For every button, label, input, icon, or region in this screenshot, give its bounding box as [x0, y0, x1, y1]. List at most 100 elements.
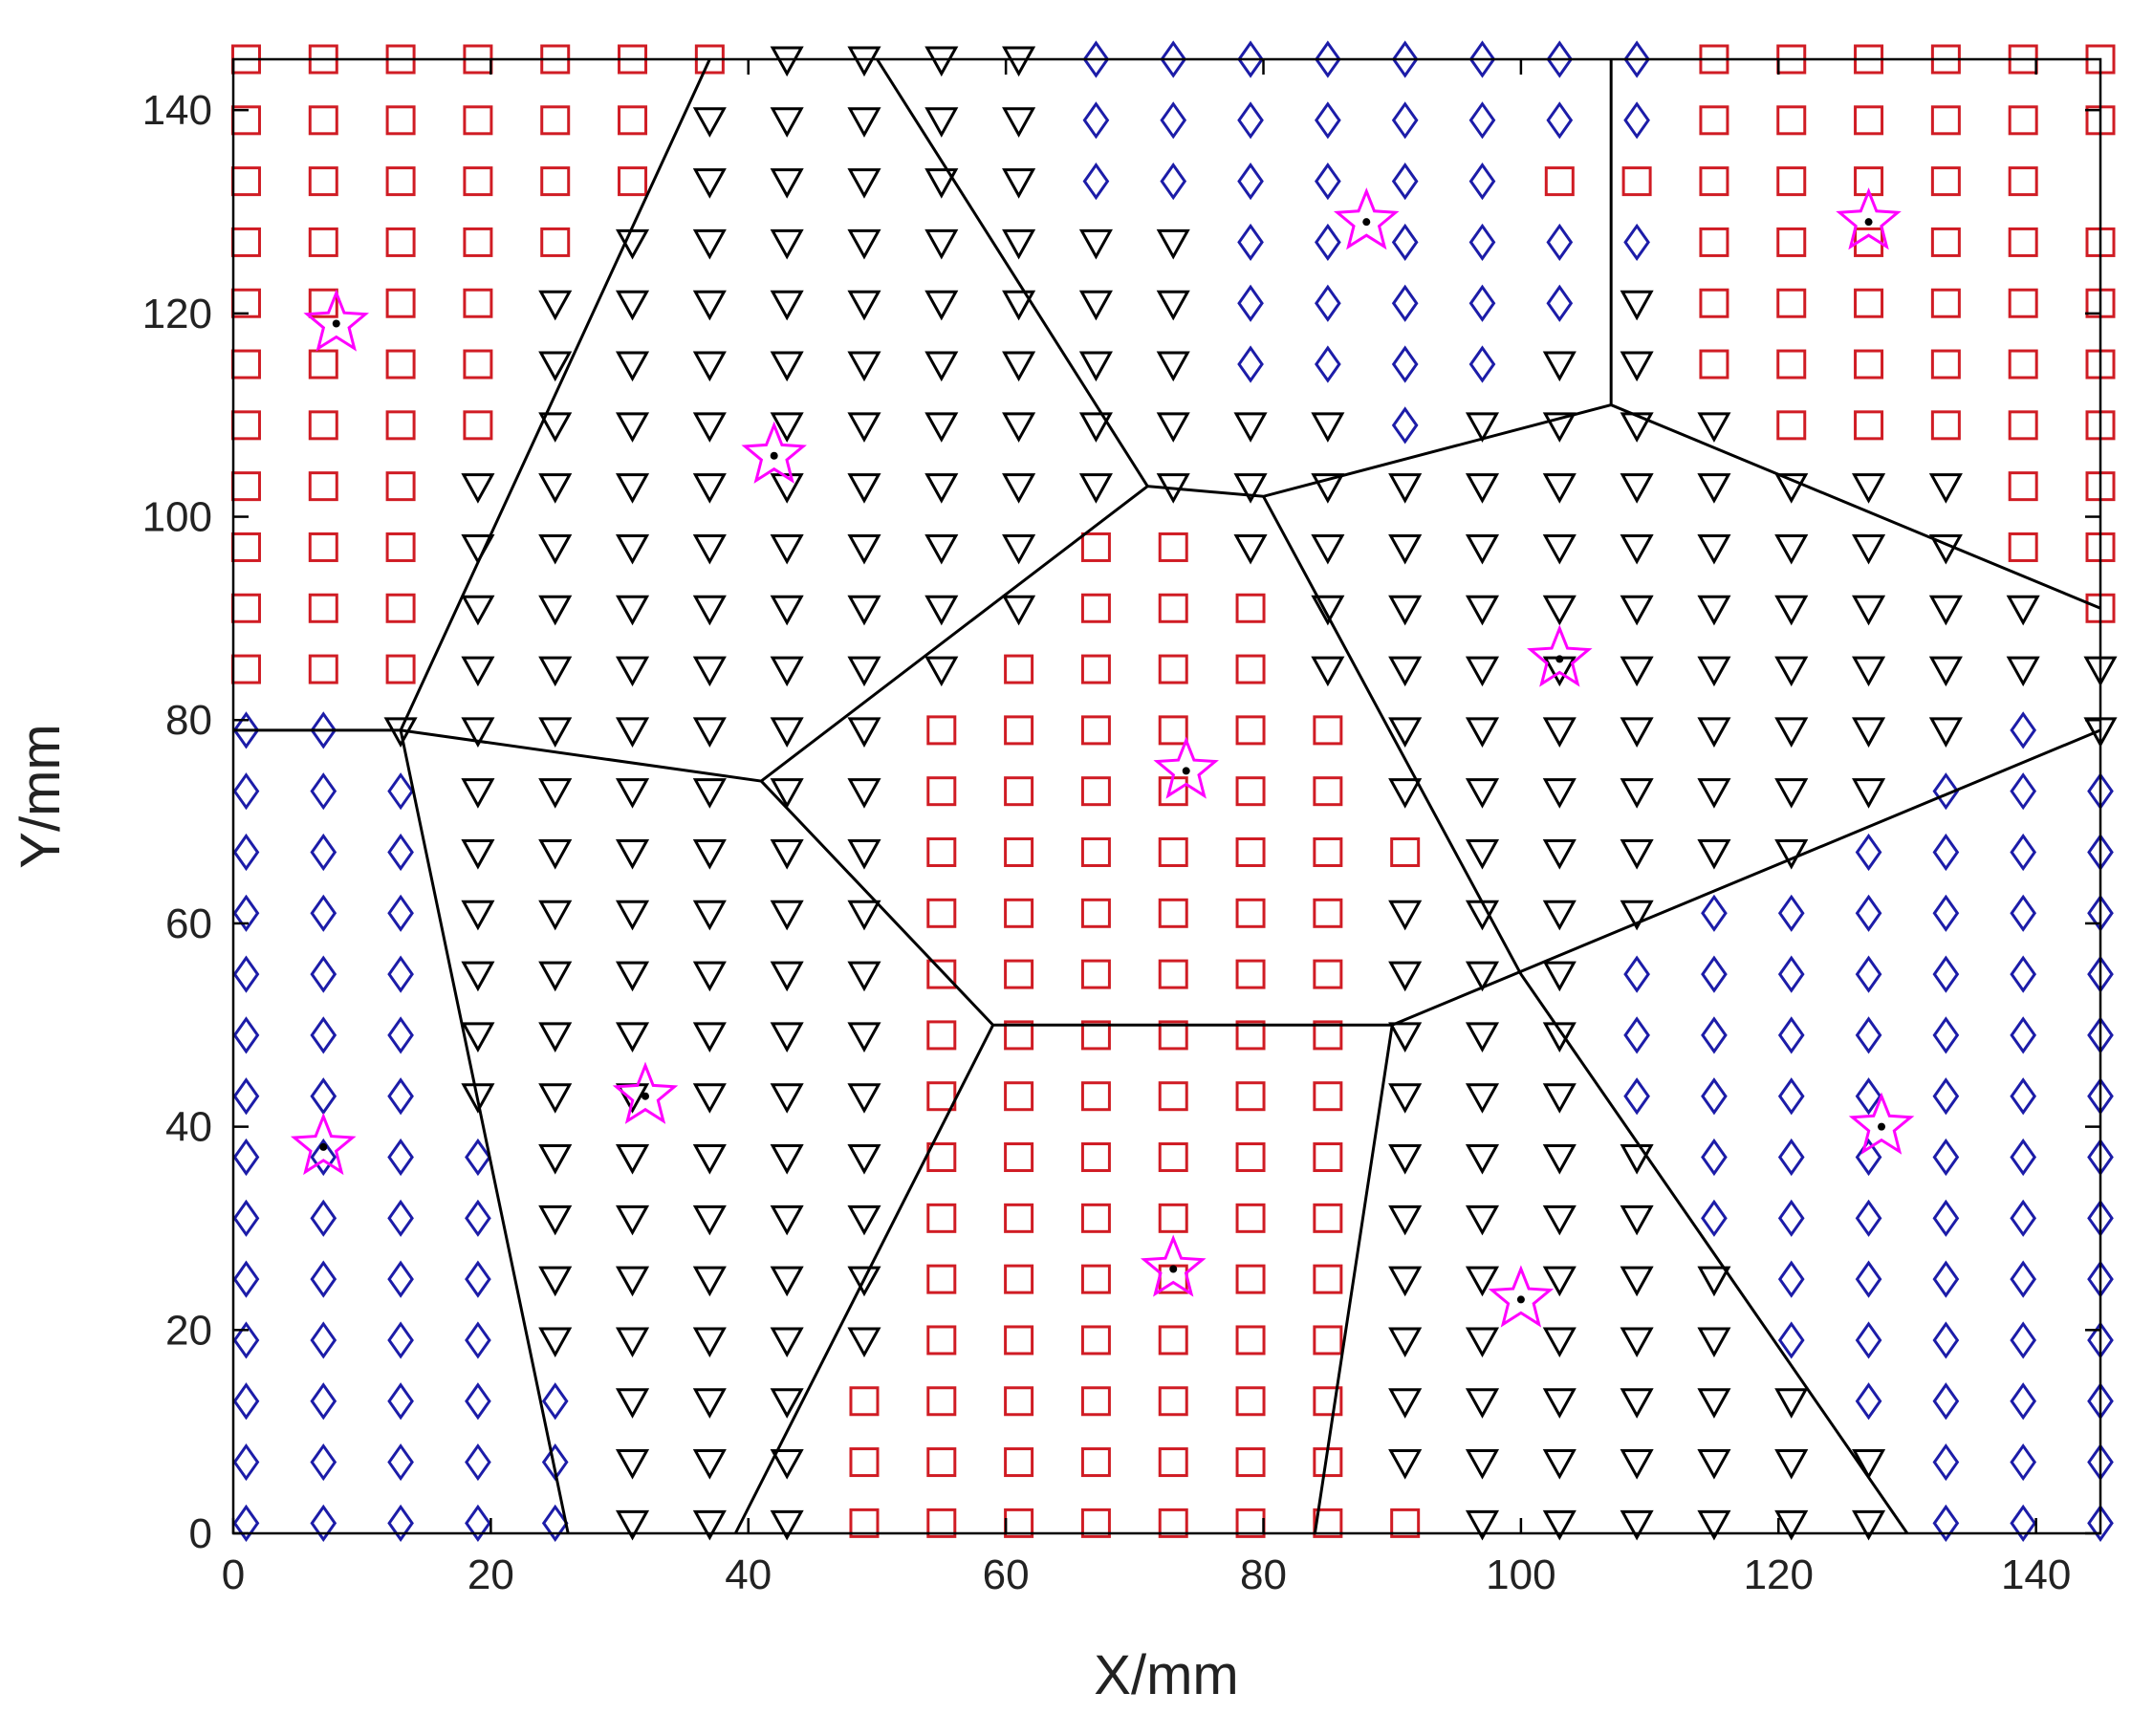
- triangle-marker: [1620, 1388, 1654, 1419]
- triangle-marker: [1542, 1327, 1577, 1358]
- diamond-marker: [1855, 833, 1882, 872]
- square-marker: [1235, 715, 1266, 746]
- triangle-marker: [1697, 1509, 1731, 1541]
- x-tick-label: 140: [2001, 1552, 2071, 1598]
- diamond-marker: [1777, 1199, 1805, 1237]
- triangle-marker: [1156, 412, 1190, 443]
- diamond-marker: [387, 1443, 414, 1482]
- triangle-marker: [1311, 533, 1345, 565]
- triangle-marker: [538, 1144, 573, 1175]
- triangle-marker: [692, 107, 727, 138]
- square-marker: [2008, 105, 2038, 136]
- square-marker: [463, 349, 493, 380]
- triangle-marker: [1774, 717, 1809, 748]
- diamond-marker: [1546, 284, 1574, 322]
- square-marker: [1313, 1264, 1343, 1294]
- square-marker: [230, 410, 261, 441]
- diamond-marker: [1701, 1077, 1728, 1116]
- cell-edge: [876, 58, 1149, 488]
- triangle-marker: [692, 656, 727, 687]
- triangle-marker: [538, 900, 573, 931]
- triangle-marker: [615, 838, 650, 870]
- diamond-marker: [1623, 223, 1650, 262]
- triangle-marker: [1620, 838, 1654, 870]
- triangle-marker: [538, 1327, 573, 1358]
- square-marker: [385, 654, 416, 684]
- triangle-marker: [692, 533, 727, 565]
- square-marker: [618, 166, 648, 197]
- square-marker: [1699, 288, 1729, 318]
- y-tick-label: 140: [142, 87, 212, 134]
- triangle-marker: [461, 900, 495, 931]
- square-marker: [1235, 1447, 1266, 1478]
- triangle-marker: [1233, 533, 1268, 565]
- square-marker: [1313, 836, 1343, 867]
- seed-star: [303, 289, 370, 352]
- square-marker: [1080, 836, 1111, 867]
- triangle-marker: [1774, 656, 1809, 687]
- square-marker: [1544, 166, 1575, 197]
- triangle-marker: [770, 1144, 804, 1175]
- diamond-marker: [310, 1382, 337, 1421]
- triangle-marker: [1078, 228, 1113, 260]
- diamond-marker: [387, 1504, 414, 1542]
- seed-dot: [1864, 218, 1873, 227]
- triangle-marker: [1620, 533, 1654, 565]
- square-marker: [1776, 288, 1807, 318]
- triangle-marker: [847, 1083, 881, 1114]
- triangle-marker: [1542, 838, 1577, 870]
- triangle-marker: [538, 595, 573, 626]
- diamond-marker: [541, 1382, 569, 1421]
- square-marker: [230, 654, 261, 684]
- triangle-marker: [770, 1327, 804, 1358]
- triangle-marker: [692, 1388, 727, 1419]
- triangle-marker: [770, 1083, 804, 1114]
- square-marker: [1930, 227, 1961, 257]
- diamond-marker: [2010, 1199, 2037, 1237]
- diamond-marker: [1623, 1077, 1650, 1116]
- diamond-marker: [1701, 894, 1728, 932]
- square-marker: [2008, 227, 2038, 257]
- x-tick-label: 100: [1486, 1552, 1555, 1598]
- triangle-marker: [692, 1022, 727, 1052]
- diamond-marker: [387, 955, 414, 993]
- square-marker: [1313, 898, 1343, 928]
- diamond-marker: [465, 1199, 491, 1237]
- diamond-marker: [1391, 223, 1419, 262]
- square-marker: [1080, 532, 1111, 562]
- square-marker: [1313, 1508, 1343, 1538]
- triangle-marker: [924, 228, 959, 260]
- diamond-marker: [1701, 1199, 1728, 1237]
- triangle-marker: [538, 838, 573, 870]
- triangle-marker: [847, 412, 881, 443]
- diamond-marker: [1623, 1016, 1650, 1054]
- diamond-marker: [310, 1077, 337, 1116]
- square-marker: [463, 105, 493, 136]
- seed-star: [1140, 1234, 1207, 1297]
- square-marker: [849, 1386, 880, 1417]
- triangle-marker: [770, 412, 804, 443]
- triangle-marker: [1697, 1388, 1731, 1419]
- x-axis-label: X/mm: [1094, 1644, 1238, 1706]
- diamond-marker: [1855, 894, 1882, 932]
- square-marker: [1235, 1081, 1266, 1112]
- triangle-marker: [1002, 107, 1036, 138]
- square-marker: [1235, 1386, 1266, 1417]
- square-marker: [308, 227, 338, 257]
- square-marker: [463, 288, 493, 318]
- triangle-marker: [461, 595, 495, 626]
- triangle-marker: [770, 351, 804, 382]
- seed-dot: [1182, 767, 1190, 775]
- triangle-marker: [692, 1144, 727, 1175]
- square-marker: [926, 776, 957, 807]
- triangle-marker: [692, 900, 727, 931]
- triangle-marker: [770, 595, 804, 626]
- triangle-marker: [1542, 717, 1577, 748]
- triangle-marker: [1542, 1388, 1577, 1419]
- triangle-marker: [924, 290, 959, 321]
- square-marker: [1621, 166, 1652, 197]
- diamond-marker: [310, 833, 337, 872]
- square-marker: [1313, 715, 1343, 746]
- triangle-marker: [770, 1204, 804, 1236]
- square-marker: [385, 471, 416, 502]
